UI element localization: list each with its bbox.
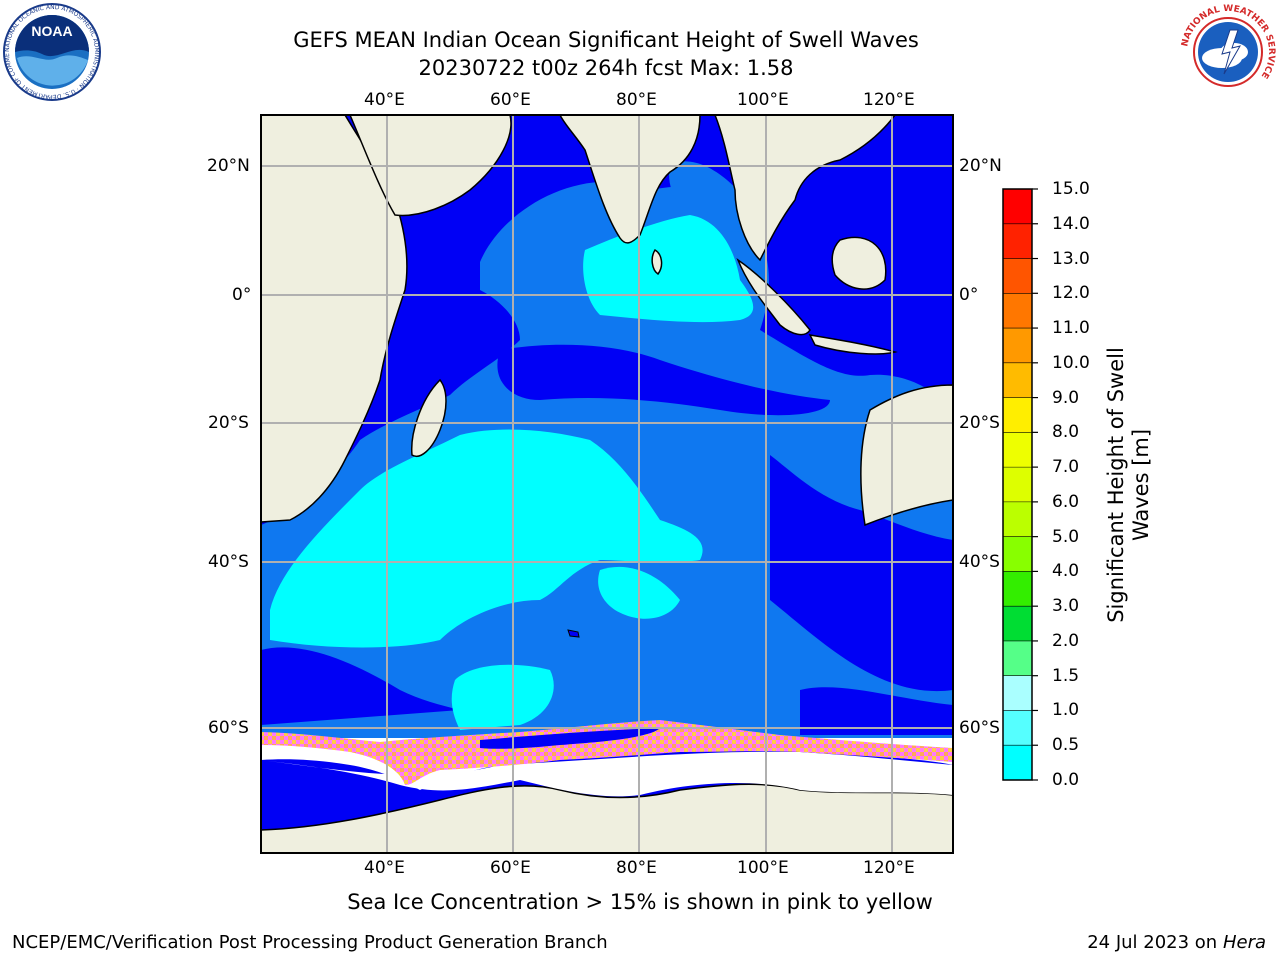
colorbar-tick-label: 10.0 bbox=[1052, 352, 1090, 373]
colorbar-frame bbox=[1002, 188, 1033, 781]
colorbar-tick-label: 0.5 bbox=[1052, 735, 1080, 756]
colorbar-tick-label: 7.0 bbox=[1052, 457, 1080, 478]
colorbar-tick-label: 6.0 bbox=[1052, 491, 1080, 512]
colorbar-tick-label: 13.0 bbox=[1052, 248, 1090, 269]
lon-label-top-120e: 120°E bbox=[863, 90, 915, 110]
colorbar-segment bbox=[1003, 432, 1032, 468]
colorbar-segment bbox=[1003, 258, 1032, 294]
kerguelen-island bbox=[567, 629, 580, 638]
footer-host: Hera bbox=[1222, 932, 1266, 953]
lat-label-right-20n: 20°N bbox=[959, 156, 1002, 176]
sea-ice-edge bbox=[261, 720, 953, 785]
landmass-java bbox=[808, 334, 898, 355]
colorbar-tick-label: 0.0 bbox=[1052, 770, 1080, 790]
colorbar-segment bbox=[1003, 536, 1032, 572]
lon-label-bottom-40e: 40°E bbox=[364, 858, 405, 878]
landmass-sri-lanka bbox=[651, 248, 663, 276]
swell-band-low bbox=[497, 344, 830, 416]
swell-band-east bbox=[800, 687, 953, 735]
landmass-indochina bbox=[714, 115, 896, 262]
colorbar-tick-label: 14.0 bbox=[1052, 213, 1090, 234]
colorbar-tick-label: 4.0 bbox=[1052, 561, 1080, 582]
colorbar-segment bbox=[1003, 328, 1032, 364]
lat-label-left-20n: 20°N bbox=[207, 156, 250, 176]
colorbar-segment bbox=[1003, 223, 1032, 260]
colorbar-segment bbox=[1003, 710, 1032, 746]
footer-date-text: 24 Jul 2023 on bbox=[1087, 932, 1223, 953]
sea-ice-caption: Sea Ice Concentration > 15% is shown in … bbox=[347, 890, 933, 914]
colorbar-tick-label: 2.0 bbox=[1052, 630, 1080, 651]
colorbar-tick-label: 5.0 bbox=[1052, 526, 1080, 547]
colorbar-segment bbox=[1003, 675, 1032, 711]
footer-credit: NCEP/EMC/Verification Post Processing Pr… bbox=[12, 932, 608, 953]
lon-label-top-80e: 80°E bbox=[616, 90, 657, 110]
colorbar-segment bbox=[1003, 397, 1032, 433]
colorbar-segment bbox=[1003, 467, 1032, 503]
colorbar-tick-label: 8.0 bbox=[1052, 422, 1080, 443]
colorbar-segment bbox=[1003, 362, 1032, 399]
swell-band-south bbox=[261, 647, 460, 725]
colorbar-segment bbox=[1003, 640, 1032, 677]
colorbar-segment bbox=[1003, 189, 1032, 225]
nws-logo: NATIONAL WEATHER SERVICE bbox=[1178, 2, 1278, 102]
map-title: GEFS MEAN Indian Ocean Significant Heigh… bbox=[293, 28, 919, 52]
colorbar-tick-label: 1.0 bbox=[1052, 700, 1080, 721]
graticule bbox=[261, 115, 953, 853]
lon-label-top-40e: 40°E bbox=[364, 90, 405, 110]
colorbar-segment bbox=[1003, 501, 1032, 538]
lon-label-bottom-60e: 60°E bbox=[490, 858, 531, 878]
colorbar-tick-label: 1.5 bbox=[1052, 665, 1080, 686]
sea-ice-antarctic-white bbox=[261, 751, 953, 797]
landmass-australia bbox=[860, 384, 953, 527]
lon-label-bottom-120e: 120°E bbox=[863, 858, 915, 878]
lon-label-bottom-80e: 80°E bbox=[616, 858, 657, 878]
swell-field-1-1.5m-south bbox=[451, 664, 554, 730]
map-panel bbox=[261, 115, 953, 853]
colorbar-segment bbox=[1003, 293, 1032, 329]
colorbar-segment bbox=[1003, 571, 1032, 607]
lat-label-left-20s: 20°S bbox=[208, 413, 249, 433]
lat-label-right-0: 0° bbox=[959, 285, 979, 305]
sea-ice-inner-blue bbox=[480, 728, 660, 749]
lat-label-right-20s: 20°S bbox=[959, 413, 1000, 433]
colorbar-tick-label: 12.0 bbox=[1052, 283, 1090, 304]
lat-label-right-40s: 40°S bbox=[959, 552, 1000, 572]
colorbar bbox=[1003, 188, 1038, 781]
colorbar-segment bbox=[1003, 745, 1032, 781]
landmass-madagascar bbox=[411, 378, 447, 457]
lat-label-left-0: 0° bbox=[232, 285, 252, 305]
svg-text:NOAA: NOAA bbox=[31, 23, 72, 39]
landmass-borneo bbox=[831, 236, 887, 290]
colorbar-tick-label: 3.0 bbox=[1052, 596, 1080, 617]
lon-label-top-100e: 100°E bbox=[737, 90, 789, 110]
map-frame bbox=[260, 114, 954, 854]
lat-label-right-60s: 60°S bbox=[959, 718, 1000, 738]
lon-label-top-60e: 60°E bbox=[490, 90, 531, 110]
colorbar-label-line2: Waves [m] bbox=[1129, 428, 1153, 542]
map-subtitle: 20230722 t00z 264h fcst Max: 1.58 bbox=[418, 56, 794, 80]
swell-field-1-1.5m-southwest bbox=[270, 429, 703, 648]
landmass-india bbox=[559, 115, 701, 244]
colorbar-segment bbox=[1003, 606, 1032, 642]
colorbar-tick-label: 9.0 bbox=[1052, 387, 1080, 408]
footer-date: 24 Jul 2023 on Hera bbox=[1087, 932, 1266, 953]
land bbox=[261, 115, 953, 853]
colorbar-label-line1: Significant Height of Swell bbox=[1104, 347, 1128, 623]
lat-label-left-40s: 40°S bbox=[208, 552, 249, 572]
lon-label-bottom-100e: 100°E bbox=[737, 858, 789, 878]
colorbar-tick-label: 11.0 bbox=[1052, 318, 1090, 339]
colorbar-tick-label: 15.0 bbox=[1052, 179, 1090, 199]
lat-label-left-60s: 60°S bbox=[208, 718, 249, 738]
noaa-logo: NOAA NATIONAL OCEANIC AND ATMOSPHERIC AD… bbox=[0, 0, 102, 102]
